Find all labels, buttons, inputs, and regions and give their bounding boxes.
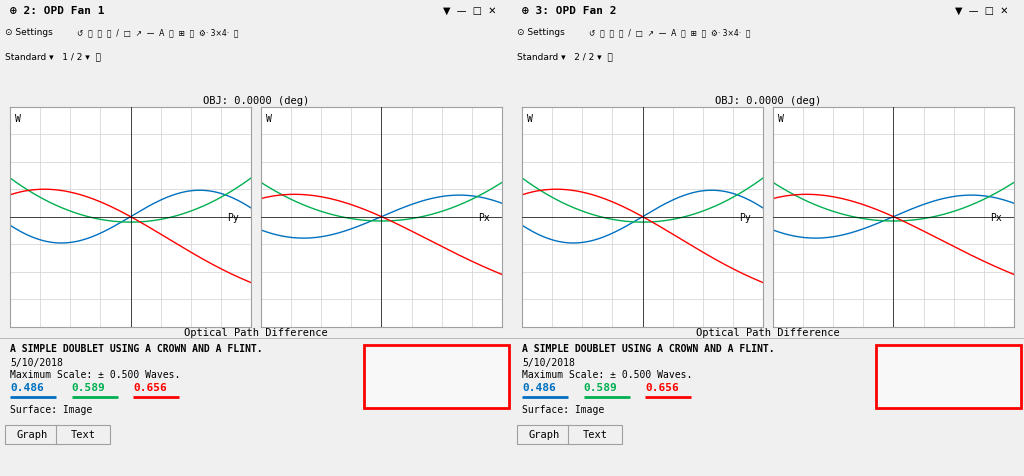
Text: Px: Px [990, 212, 1001, 222]
FancyBboxPatch shape [56, 425, 111, 445]
Text: Surface: Image: Surface: Image [10, 405, 92, 415]
Text: 0.486: 0.486 [10, 383, 44, 393]
Text: 0.656: 0.656 [645, 383, 679, 393]
Text: 5/10/2018: 5/10/2018 [10, 357, 63, 367]
Text: Maximum Scale: ± 0.500 Waves.: Maximum Scale: ± 0.500 Waves. [10, 369, 180, 379]
Text: Standard ▾   1 / 2 ▾  ❓: Standard ▾ 1 / 2 ▾ ❓ [5, 52, 101, 61]
FancyBboxPatch shape [364, 345, 510, 408]
Text: ⊕ 3: OPD Fan 2: ⊕ 3: OPD Fan 2 [522, 6, 616, 16]
Text: Standard ▾   2 / 2 ▾  ❓: Standard ▾ 2 / 2 ▾ ❓ [517, 52, 613, 61]
Text: OBJ: 0.0000 (deg): OBJ: 0.0000 (deg) [715, 96, 821, 106]
Text: Text: Text [71, 429, 95, 439]
Text: ⊕ 2: OPD Fan 1: ⊕ 2: OPD Fan 1 [10, 6, 104, 16]
Text: OBJ: 0.0000 (deg): OBJ: 0.0000 (deg) [203, 96, 309, 106]
Text: Py: Py [227, 212, 239, 222]
Text: ↺  🗂  📄  🖨  /  □  ↗  —  A  🔒  ⊞  🖼  ⚙· 3×4·  ⏹: ↺ 🗂 📄 🖨 / □ ↗ — A 🔒 ⊞ 🖼 ⚙· 3×4· ⏹ [77, 29, 239, 38]
Text: ▼  —  □  ✕: ▼ — □ ✕ [955, 6, 1009, 16]
Text: A SIMPLE DOUBLET USING A CROWN AND A FLINT.: A SIMPLE DOUBLET USING A CROWN AND A FLI… [522, 343, 775, 353]
Text: Maximum Scale: ± 0.500 Waves.: Maximum Scale: ± 0.500 Waves. [522, 369, 692, 379]
Text: ⊙ Settings: ⊙ Settings [517, 29, 565, 38]
Text: ↺  🗂  📄  🖨  /  □  ↗  —  A  🔒  ⊞  🖼  ⚙· 3×4·  ⏹: ↺ 🗂 📄 🖨 / □ ↗ — A 🔒 ⊞ 🖼 ⚙· 3×4· ⏹ [589, 29, 751, 38]
FancyBboxPatch shape [517, 425, 571, 445]
Text: Surface: Image: Surface: Image [522, 405, 604, 415]
Text: Py: Py [739, 212, 751, 222]
FancyBboxPatch shape [876, 345, 1022, 408]
Text: Px: Px [478, 212, 489, 222]
Text: Graph: Graph [528, 429, 560, 439]
Text: ▼  —  □  ✕: ▼ — □ ✕ [443, 6, 497, 16]
Text: W: W [266, 114, 271, 124]
Text: Optical Path Difference: Optical Path Difference [696, 327, 840, 337]
FancyBboxPatch shape [568, 425, 623, 445]
Text: W: W [527, 114, 532, 124]
Text: Configuration 2 of 2: Configuration 2 of 2 [886, 360, 1012, 370]
Text: Configuration 1 of 2: Configuration 1 of 2 [374, 360, 500, 370]
Text: Optical Path Difference: Optical Path Difference [184, 327, 328, 337]
Text: 0.589: 0.589 [584, 383, 617, 393]
Text: Configuration 2 of 2: Configuration 2 of 2 [886, 384, 1012, 394]
Text: ⊙ Settings: ⊙ Settings [5, 29, 53, 38]
Text: W: W [778, 114, 783, 124]
Text: 5/10/2018: 5/10/2018 [522, 357, 575, 367]
Text: 0.589: 0.589 [72, 383, 105, 393]
Text: Text: Text [583, 429, 607, 439]
Text: 0.656: 0.656 [133, 383, 167, 393]
Text: Configuration 1 of 2: Configuration 1 of 2 [374, 384, 500, 394]
Text: A SIMPLE DOUBLET USING A CROWN AND A FLINT.: A SIMPLE DOUBLET USING A CROWN AND A FLI… [10, 343, 263, 353]
Text: W: W [15, 114, 20, 124]
FancyBboxPatch shape [5, 425, 59, 445]
Text: 0.486: 0.486 [522, 383, 556, 393]
Text: Graph: Graph [16, 429, 48, 439]
